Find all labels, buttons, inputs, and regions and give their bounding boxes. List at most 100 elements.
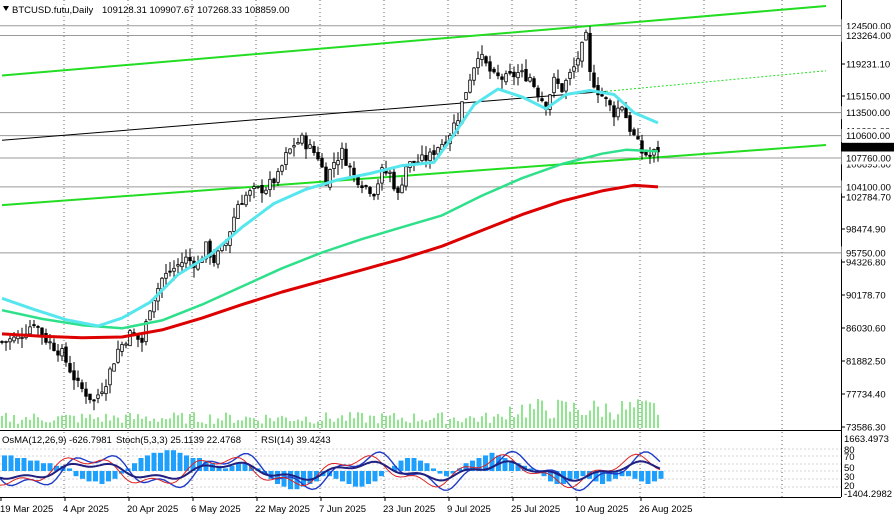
- osma-bar: [626, 471, 631, 477]
- price-tick-label: 98474.90: [846, 225, 886, 236]
- osma-bar: [515, 463, 521, 471]
- osma-bar: [483, 455, 488, 471]
- candle-body: [612, 105, 616, 118]
- candle-body: [436, 147, 440, 155]
- channel-lower-line: [1, 144, 827, 207]
- price-tag-label: 107760.00: [846, 154, 891, 165]
- candle-body: [420, 154, 424, 162]
- candle-body: [276, 171, 280, 183]
- indicator-tick-label: 30: [844, 472, 855, 483]
- candle-body: [564, 79, 568, 92]
- osma-bar: [593, 471, 599, 482]
- candle-body: [216, 250, 220, 265]
- time-tick-label: 22 May 2025: [255, 504, 310, 515]
- candle-body: [348, 165, 352, 168]
- candle-body: [516, 72, 520, 79]
- candle-body: [492, 68, 496, 73]
- candle-body: [332, 161, 336, 169]
- candle-body: [344, 148, 348, 166]
- candle-body: [604, 97, 608, 99]
- osma-bar: [47, 463, 53, 471]
- osma-bar: [158, 452, 163, 471]
- dropdown-triangle-icon[interactable]: [3, 6, 9, 11]
- candle-body: [588, 32, 592, 72]
- osma-bar: [8, 455, 14, 471]
- candle-body: [636, 136, 640, 140]
- channel-upper-line: [1, 5, 827, 77]
- candle-body: [112, 363, 116, 372]
- candle-body: [284, 152, 288, 166]
- price-tag-label: 124500.00: [846, 21, 891, 32]
- candle-body: [72, 370, 76, 381]
- trend-channel[interactable]: [1, 5, 827, 207]
- price-tag-box: [841, 246, 894, 260]
- osma-bar: [574, 471, 579, 479]
- osma-bar: [405, 458, 410, 471]
- indicator-header: OsMA(12,26,9) -626.7981 Stoch(5,3,3) 25.…: [2, 435, 331, 446]
- candle-body: [80, 382, 84, 389]
- osma-bar: [567, 471, 573, 482]
- candle-body: [296, 142, 300, 145]
- osma-bar: [171, 450, 176, 471]
- candle-body: [288, 148, 292, 154]
- candle-body: [496, 72, 500, 77]
- candle-body: [304, 135, 308, 150]
- moving-averages: [1, 87, 659, 340]
- candle-body: [152, 300, 156, 313]
- osma-bar: [489, 452, 495, 471]
- osma-bar: [450, 471, 456, 474]
- candle-body: [264, 189, 268, 194]
- candle-body: [640, 140, 644, 154]
- candle-body: [268, 178, 272, 191]
- indicator-tick-label: -1404.2982: [844, 489, 892, 500]
- price-tag-box: [841, 151, 894, 165]
- candle-body: [520, 70, 524, 73]
- osma-bar: [41, 463, 46, 471]
- osma-bar: [554, 471, 560, 484]
- candle-body: [116, 348, 120, 363]
- osma-bar: [548, 471, 553, 482]
- candle-body: [104, 386, 108, 395]
- candle-body: [140, 337, 144, 343]
- time-tick-label: 20 Apr 2025: [127, 504, 178, 515]
- candle-body: [528, 77, 532, 82]
- candle-body: [476, 58, 480, 69]
- candle-body: [188, 256, 192, 262]
- candle-body: [464, 92, 468, 100]
- candle-body: [352, 167, 356, 176]
- indicator-panel: [0, 448, 841, 492]
- stoch-main-line: [0, 450, 661, 492]
- candle-body: [36, 326, 40, 328]
- candle-body: [212, 254, 216, 263]
- time-tick-label: 19 Mar 2025: [0, 504, 53, 515]
- candle-body: [400, 184, 404, 194]
- candle-body: [500, 76, 504, 80]
- osma-bar: [54, 465, 59, 471]
- volume-bars: [1, 399, 659, 428]
- candle-body: [224, 242, 228, 247]
- candle-body: [252, 186, 256, 189]
- candle-body: [176, 264, 180, 267]
- candle-body: [456, 120, 460, 126]
- price-tag-box: [841, 180, 894, 194]
- candle-body: [0, 341, 4, 343]
- candle-body: [160, 277, 164, 290]
- candle-body: [108, 368, 112, 386]
- ma-fast-line: [1, 87, 659, 328]
- candle-body: [488, 61, 492, 72]
- osma-bar: [398, 460, 404, 471]
- candle-body: [620, 106, 624, 111]
- price-tick-label: 102784.70: [846, 193, 891, 204]
- price-tag-box: [841, 29, 894, 43]
- osma-bar: [541, 471, 547, 477]
- time-tick-label: 6 May 2025: [191, 504, 241, 515]
- osma-bar: [379, 471, 384, 477]
- price-tag-label: 110600.00: [846, 131, 890, 142]
- osma-bar: [437, 471, 443, 474]
- rsi-line: [0, 460, 661, 482]
- candle-body: [76, 377, 80, 381]
- candle-body: [508, 71, 512, 74]
- indicator-tick-label: 20: [844, 481, 855, 492]
- osma-bar: [80, 471, 85, 479]
